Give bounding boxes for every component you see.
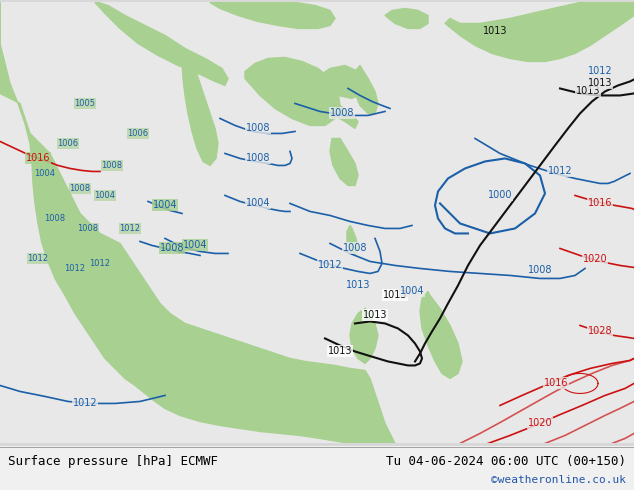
Text: 1004: 1004: [34, 169, 56, 178]
Text: 1013: 1013: [346, 280, 370, 291]
Text: 1008: 1008: [77, 224, 98, 233]
Text: 1005: 1005: [75, 99, 96, 108]
Text: 1008: 1008: [343, 244, 367, 253]
Text: 1013: 1013: [576, 86, 600, 97]
Polygon shape: [210, 2, 335, 28]
Text: 1008: 1008: [101, 161, 122, 170]
Text: 1012: 1012: [65, 264, 86, 273]
Text: 1008: 1008: [527, 266, 552, 275]
Polygon shape: [182, 49, 218, 166]
Polygon shape: [0, 2, 634, 443]
Polygon shape: [330, 139, 358, 185]
Text: 1004: 1004: [400, 287, 424, 296]
Text: ©weatheronline.co.uk: ©weatheronline.co.uk: [491, 475, 626, 485]
Polygon shape: [0, 2, 395, 443]
Text: 1008: 1008: [246, 123, 270, 133]
Polygon shape: [352, 66, 378, 114]
Text: 1004: 1004: [94, 191, 115, 200]
Polygon shape: [95, 2, 228, 85]
Text: 1012: 1012: [588, 67, 612, 76]
Text: 1008: 1008: [330, 108, 354, 119]
Polygon shape: [325, 101, 358, 128]
Text: 1012: 1012: [119, 224, 141, 233]
Text: 1012: 1012: [73, 398, 97, 409]
Text: 1016: 1016: [588, 198, 612, 208]
Polygon shape: [445, 2, 634, 61]
Text: 1008: 1008: [44, 214, 65, 223]
Text: 1012: 1012: [89, 259, 110, 268]
Text: 1000: 1000: [488, 191, 512, 200]
Text: 1016: 1016: [544, 378, 568, 389]
Text: 1004: 1004: [153, 200, 178, 210]
Text: 1006: 1006: [58, 139, 79, 148]
Text: 1028: 1028: [588, 326, 612, 337]
Text: 1008: 1008: [70, 184, 91, 193]
Text: 1012: 1012: [27, 254, 48, 263]
Text: Tu 04-06-2024 06:00 UTC (00+150): Tu 04-06-2024 06:00 UTC (00+150): [386, 455, 626, 468]
Text: 1004: 1004: [183, 241, 207, 250]
Text: 1012: 1012: [318, 261, 342, 270]
Text: 1008: 1008: [160, 244, 184, 253]
Text: 1013: 1013: [482, 26, 507, 36]
Text: 1013: 1013: [588, 78, 612, 89]
Text: Surface pressure [hPa] ECMWF: Surface pressure [hPa] ECMWF: [8, 455, 218, 468]
Polygon shape: [350, 308, 378, 364]
Polygon shape: [385, 8, 428, 28]
Text: 1013: 1013: [383, 291, 407, 300]
Text: 1008: 1008: [246, 153, 270, 164]
Text: 1013: 1013: [328, 346, 353, 356]
Text: 1004: 1004: [246, 198, 270, 208]
Text: 1012: 1012: [548, 167, 573, 176]
Text: 1016: 1016: [26, 153, 50, 164]
Polygon shape: [318, 66, 365, 98]
Polygon shape: [347, 225, 358, 255]
Text: 1013: 1013: [363, 311, 387, 320]
Polygon shape: [420, 292, 462, 378]
Polygon shape: [0, 446, 634, 490]
Text: 1020: 1020: [583, 254, 607, 265]
Polygon shape: [245, 57, 340, 125]
Text: 1020: 1020: [527, 418, 552, 428]
Text: 1006: 1006: [127, 129, 148, 138]
